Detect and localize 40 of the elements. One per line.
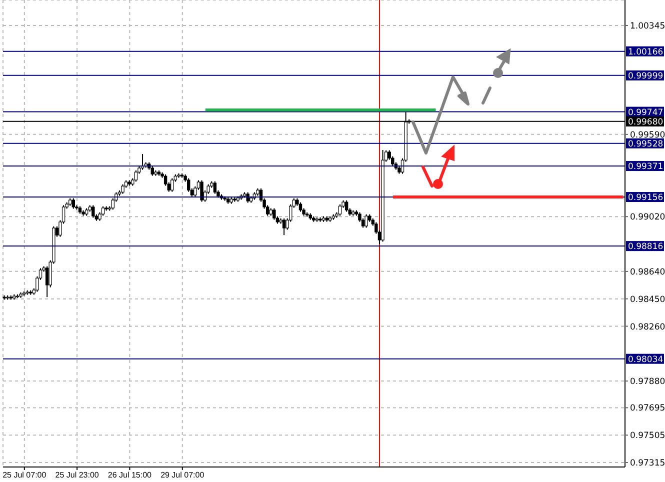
- ref-line-label: 0.99528: [628, 140, 664, 150]
- candlestick: [282, 218, 286, 236]
- ref-line-label: 0.99747: [628, 108, 664, 118]
- y-tick-label: 0.99590: [630, 130, 665, 140]
- ref-line-label: 1.00166: [628, 48, 664, 58]
- y-tick-label: 0.99020: [630, 212, 665, 223]
- candlestick: [338, 204, 342, 216]
- candlestick: [200, 180, 204, 202]
- candlestick: [92, 204, 95, 218]
- candlestick: [298, 202, 302, 212]
- y-tick-label: 0.97315: [630, 458, 665, 469]
- ref-line-label: 0.99371: [628, 162, 664, 172]
- ref-line-label: 0.99156: [628, 193, 664, 204]
- candlestick: [170, 178, 174, 192]
- candlestick: [364, 214, 368, 228]
- y-tick-label: 0.97880: [630, 377, 665, 388]
- ref-line-label: 0.98816: [628, 242, 664, 252]
- ref-line-label: 0.98034: [628, 355, 664, 366]
- candlestick: [246, 192, 250, 204]
- candlestick: [272, 208, 276, 220]
- x-tick-label: 25 Jul 07:00: [2, 470, 47, 480]
- x-tick-label: 29 Jul 07:00: [160, 470, 205, 480]
- ref-line-label: 0.99999: [628, 72, 664, 82]
- candlestick: [121, 184, 124, 194]
- x-tick-label: 26 Jul 15:00: [108, 470, 152, 480]
- candlestick: [72, 198, 76, 210]
- candlestick: [186, 178, 190, 192]
- y-tick-label: 0.98450: [630, 294, 665, 305]
- candlestick: [45, 266, 49, 298]
- y-tick-label: 0.98260: [630, 322, 665, 332]
- y-tick-label: 1.00345: [630, 22, 665, 32]
- candlestick: [213, 180, 217, 194]
- y-tick-label: 0.97695: [630, 404, 665, 414]
- y-tick-label: 0.97505: [630, 431, 665, 442]
- candlestick: [150, 166, 154, 176]
- candlestick: [344, 200, 348, 212]
- x-tick-label: 25 Jul 23:00: [55, 470, 100, 480]
- candlestick: [134, 170, 138, 182]
- ref-line-label: 0.99680: [628, 118, 664, 128]
- y-tick-label: 0.98640: [630, 267, 665, 278]
